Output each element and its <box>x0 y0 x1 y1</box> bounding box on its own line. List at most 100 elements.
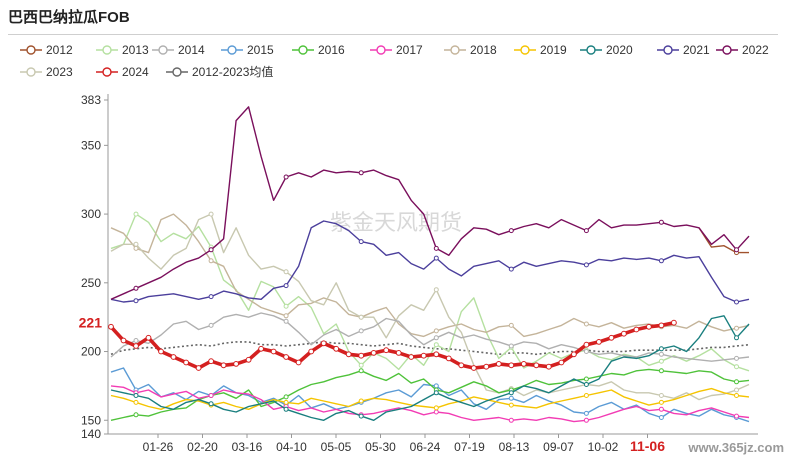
legend-item-2023[interactable]: 2023 <box>20 65 73 79</box>
data-point <box>734 299 739 305</box>
series-2014 <box>110 312 750 362</box>
data-point <box>283 269 289 275</box>
data-point <box>295 359 302 366</box>
data-point <box>658 322 665 329</box>
current-value-label: 221 <box>79 315 103 331</box>
legend-item-avg[interactable]: 2012-2023均值 <box>166 64 273 79</box>
data-point <box>220 362 227 369</box>
data-point <box>358 352 365 359</box>
data-point <box>583 321 589 327</box>
legend-label: 2016 <box>318 43 345 57</box>
y-tick-label: 140 <box>81 427 101 441</box>
legend-item-2019[interactable]: 2019 <box>514 43 567 57</box>
data-point <box>671 319 677 326</box>
legend-label: 2018 <box>470 43 497 57</box>
legend-marker <box>450 45 460 55</box>
legend-item-2015[interactable]: 2015 <box>221 43 274 57</box>
data-point <box>283 318 289 324</box>
data-point <box>508 322 514 328</box>
data-point <box>133 241 139 247</box>
legend-marker <box>102 67 112 77</box>
data-point <box>520 361 527 367</box>
data-point <box>133 298 139 304</box>
series-line-2024 <box>109 320 675 370</box>
title-divider <box>8 34 778 35</box>
legend-marker <box>722 45 732 55</box>
data-point <box>571 351 577 358</box>
data-point <box>133 343 139 349</box>
legend-item-2017[interactable]: 2017 <box>370 43 423 57</box>
data-point <box>208 393 214 398</box>
data-point <box>433 409 439 415</box>
legend-label: 2012-2023均值 <box>192 64 273 79</box>
data-point <box>508 402 514 408</box>
data-point <box>734 355 739 361</box>
data-point <box>208 401 214 407</box>
data-point <box>433 342 439 348</box>
data-point <box>283 394 289 400</box>
data-point <box>183 359 190 366</box>
data-point <box>583 228 589 234</box>
data-point <box>358 328 364 334</box>
y-tick-label: 383 <box>81 93 101 107</box>
data-point <box>283 406 289 412</box>
data-point <box>608 334 615 341</box>
data-point <box>658 346 664 352</box>
data-point <box>734 325 739 331</box>
legend-label: 2021 <box>683 43 710 57</box>
plot-area <box>108 106 750 423</box>
y-tick-label: 300 <box>81 207 101 221</box>
y-tick-label: 200 <box>81 345 101 359</box>
legend-item-2013[interactable]: 2013 <box>96 43 149 57</box>
legend-item-2024[interactable]: 2024 <box>96 65 149 79</box>
data-point <box>133 245 139 251</box>
legend-label: 2019 <box>540 43 567 57</box>
data-point <box>658 351 664 357</box>
legend-marker <box>586 45 596 55</box>
data-point <box>658 358 664 364</box>
series-line-2016 <box>110 368 750 421</box>
legend-item-2020[interactable]: 2020 <box>580 43 633 57</box>
legend-label: 2013 <box>122 43 149 57</box>
legend-item-2022[interactable]: 2022 <box>716 43 769 57</box>
data-point <box>583 349 589 354</box>
data-point <box>133 412 139 418</box>
x-tick-label: 09-07 <box>543 440 574 454</box>
legend-marker <box>102 45 112 55</box>
chart-legend: 2012 2013 2014 2015 2016 2017 2018 2019 2020 2021… <box>20 43 769 79</box>
legend-marker <box>26 45 36 55</box>
data-point <box>508 266 514 272</box>
legend-item-2014[interactable]: 2014 <box>152 43 205 57</box>
legend-item-2018[interactable]: 2018 <box>444 43 497 57</box>
series-line-2021 <box>110 220 750 303</box>
data-point <box>734 247 739 253</box>
data-point <box>734 413 739 419</box>
series-2021 <box>110 220 750 305</box>
x-tick-label: 03-16 <box>232 440 263 454</box>
data-point <box>558 359 565 366</box>
legend-item-2021[interactable]: 2021 <box>657 43 710 57</box>
data-point <box>433 383 439 389</box>
series-line-2019 <box>110 387 750 410</box>
data-point <box>583 393 589 398</box>
data-point <box>658 406 664 412</box>
data-point <box>358 239 364 245</box>
legend-item-2016[interactable]: 2016 <box>292 43 345 57</box>
series-line-2017 <box>110 385 750 423</box>
data-point <box>495 361 502 367</box>
watermark-text: 紫金天风期货 <box>330 210 462 235</box>
data-point <box>433 335 439 341</box>
legend-marker <box>26 67 36 77</box>
data-point <box>395 350 402 356</box>
legend-label: 2017 <box>396 43 423 57</box>
series-2020 <box>110 315 750 421</box>
series-line-2023 <box>110 213 750 401</box>
data-point <box>370 350 377 356</box>
legend-marker <box>227 45 237 55</box>
data-point <box>458 362 465 369</box>
series-avg <box>110 341 750 356</box>
legend-item-2012[interactable]: 2012 <box>20 43 73 57</box>
data-point <box>283 313 289 319</box>
data-point <box>433 405 439 411</box>
